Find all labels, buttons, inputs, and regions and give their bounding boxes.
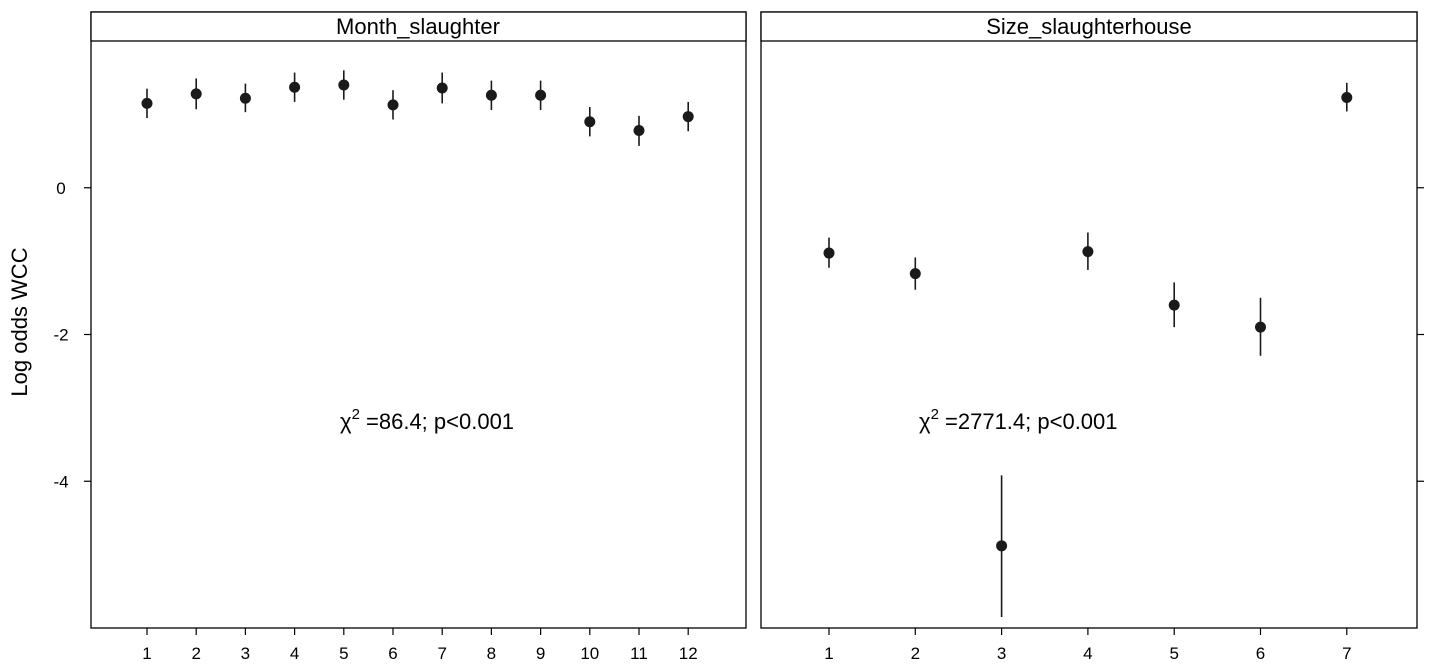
x-tick-label: 6 — [388, 644, 397, 663]
annotation-text: =2771.4; p<0.001 — [939, 409, 1118, 434]
y-tick-label: 0 — [56, 179, 65, 198]
panel-strip — [90, 11, 747, 42]
x-tick-label: 5 — [1169, 644, 1178, 663]
x-axis: 1 2 3 4 5 6 7 — [824, 628, 1352, 663]
x-tick-label: 11 — [630, 644, 648, 663]
y-tick-label: -2 — [53, 326, 68, 345]
panel-strip — [760, 11, 1418, 42]
x-tick-label: 7 — [1342, 644, 1351, 663]
chi-symbol: χ — [919, 409, 931, 434]
x-tick-label: 3 — [241, 644, 250, 663]
data-point — [387, 99, 399, 111]
y-tick-label: -4 — [53, 472, 68, 491]
x-axis: 1 2 3 4 5 6 7 8 9 10 11 12 — [142, 628, 698, 663]
chi-superscript: 2 — [352, 406, 360, 423]
panel-title: Size_slaughterhouse — [986, 14, 1191, 39]
data-point — [485, 89, 497, 101]
data-point — [1255, 321, 1266, 333]
x-tick-label: 8 — [487, 644, 496, 663]
panel-title: Month_slaughter — [336, 14, 500, 39]
panel-frame — [90, 11, 747, 629]
data-point — [289, 81, 301, 93]
x-tick-label: 4 — [1083, 644, 1092, 663]
data-point — [141, 97, 153, 109]
data-point — [190, 88, 202, 100]
chi-symbol: χ — [340, 409, 352, 434]
panel-annotation: χ2 =86.4; p<0.001 — [340, 406, 514, 434]
x-tick-label: 4 — [290, 644, 299, 663]
y-axis — [1417, 187, 1424, 482]
x-tick-label: 2 — [191, 644, 200, 663]
data-point — [584, 116, 596, 128]
x-tick-label: 7 — [437, 644, 446, 663]
data-point — [338, 79, 350, 91]
data-point — [239, 92, 251, 104]
data-point — [436, 82, 448, 94]
annotation-text: =86.4; p<0.001 — [360, 409, 514, 434]
panel-size-slaughterhouse: Size_slaughterhouse χ2 =2771.4; p<0.001 … — [760, 11, 1424, 663]
x-tick-label: 10 — [580, 644, 599, 663]
chi-superscript: 2 — [931, 406, 939, 423]
x-tick-label: 1 — [142, 644, 151, 663]
data-point — [1341, 91, 1353, 103]
data-point — [1082, 246, 1094, 258]
data-point — [1168, 299, 1180, 311]
x-tick-label: 12 — [679, 644, 698, 663]
x-tick-label: 5 — [339, 644, 348, 663]
y-axis: 0 -2 -4 — [53, 179, 91, 491]
panel-annotation: χ2 =2771.4; p<0.001 — [919, 406, 1118, 434]
data-point — [996, 540, 1008, 552]
panel-marks — [141, 70, 694, 146]
x-tick-label: 3 — [997, 644, 1006, 663]
data-point — [535, 89, 547, 101]
panel-frame — [760, 11, 1418, 629]
data-point — [909, 268, 921, 280]
data-point — [823, 247, 835, 259]
x-tick-label: 9 — [536, 644, 545, 663]
x-tick-label: 1 — [824, 644, 833, 663]
data-point — [682, 111, 694, 123]
x-tick-label: 6 — [1256, 644, 1265, 663]
x-tick-label: 2 — [911, 644, 920, 663]
y-axis-label: Log odds WCC — [7, 247, 32, 396]
panel-marks — [823, 82, 1353, 617]
data-point — [633, 125, 645, 137]
